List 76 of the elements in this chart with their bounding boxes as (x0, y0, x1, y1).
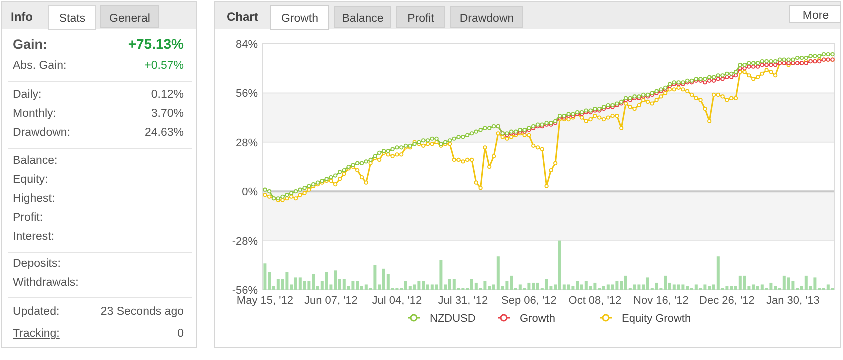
text: +0.57% (144, 60, 184, 72)
bar (303, 281, 306, 290)
text: More (802, 10, 830, 22)
x-tick-label: Jun 07, '12 (304, 295, 358, 307)
x-tick-label: Jul 04, '12 (372, 295, 422, 307)
bar (484, 281, 487, 290)
chart-title: Chart (227, 10, 258, 24)
bar (567, 284, 570, 290)
bar (677, 284, 680, 290)
y-tick-label: -56% (232, 285, 258, 297)
text: Profit (408, 13, 436, 25)
bar (616, 281, 619, 290)
text: General (110, 13, 150, 25)
bar (325, 272, 328, 290)
text: 0 (178, 328, 184, 340)
text: Daily: (13, 89, 42, 101)
x-tick-label: Jul 31, '12 (438, 295, 488, 307)
bar (286, 272, 289, 290)
text: Balance: (13, 155, 58, 167)
text: Growth (281, 13, 319, 25)
bar (814, 278, 817, 290)
y-tick-label: 28% (236, 137, 258, 150)
bar (633, 284, 636, 290)
bar (611, 284, 614, 290)
bar (374, 265, 377, 290)
y-tick-label: 84% (236, 39, 258, 51)
bar (682, 284, 685, 290)
bar (704, 284, 707, 290)
bar (413, 284, 416, 290)
text: Withdrawals: (13, 277, 79, 289)
bar (528, 282, 531, 290)
text: Balance (342, 13, 384, 25)
bar (352, 281, 355, 290)
x-tick-label: Oct 08, '12 (568, 295, 622, 307)
text: Highest: (13, 193, 56, 205)
text: 3.70% (151, 108, 184, 120)
bar (792, 281, 795, 290)
bar (770, 282, 773, 290)
x-tick-label: Nov 16, '12 (634, 295, 689, 307)
y-tick-label: 56% (236, 88, 258, 100)
y-tick-label: 0% (242, 186, 258, 199)
bar (264, 264, 267, 290)
legend-label: Equity Growth (622, 313, 692, 325)
text: +75.13% (128, 36, 185, 52)
text: 24.63% (144, 127, 184, 139)
text: Profit: (13, 212, 44, 224)
bar (743, 276, 746, 290)
text: Abs. Gain: (13, 60, 67, 72)
bar (594, 282, 597, 290)
y-tick-label: -28% (232, 236, 258, 248)
bar (638, 284, 641, 290)
x-tick-label: Sep 06, '12 (502, 295, 557, 307)
text: Updated: (13, 306, 60, 318)
x-tick-label: Jan 30, '13 (766, 295, 820, 307)
text: Gain: (13, 37, 48, 52)
bar (545, 279, 548, 290)
text: Equity: (13, 174, 48, 186)
bar (726, 286, 729, 290)
text: 23 Seconds ago (100, 306, 184, 318)
bar (655, 282, 658, 290)
text: Info (11, 10, 33, 24)
text: Stats (59, 13, 86, 25)
legend-label: NZDUSD (430, 313, 476, 325)
bar (440, 260, 443, 290)
text: Drawdown (460, 13, 514, 25)
x-tick-label: May 15, '12 (236, 295, 294, 307)
text: Tracking: (13, 328, 60, 340)
bar (787, 278, 790, 290)
legend-label: Growth (520, 313, 556, 325)
bar (418, 281, 421, 290)
text: Interest: (13, 231, 55, 243)
text: Deposits: (13, 258, 61, 270)
text: Drawdown: (13, 127, 71, 139)
text: 0.12% (151, 89, 184, 101)
x-tick-label: Dec 26, '12 (700, 295, 755, 307)
text: Monthly: (13, 108, 56, 120)
